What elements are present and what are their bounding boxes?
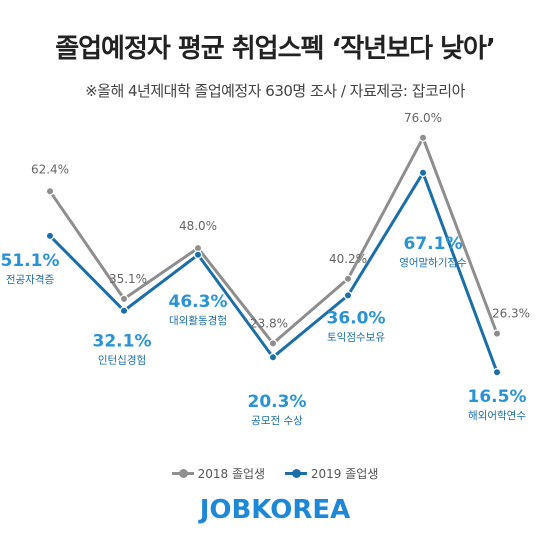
data-point-2019-1 — [45, 231, 55, 241]
data-point-2018-2 — [119, 294, 129, 304]
value-label-2019-3: 46.3% — [169, 292, 228, 312]
legend-item-2018: 2018 졸업생 — [171, 465, 266, 482]
line-chart: 62.4% 35.1% 48.0% 23.8% 40.2% 76.0% 26.3% 51.1%… — [1, 111, 531, 427]
data-point-2019-2 — [119, 306, 129, 315]
data-point-2019-5 — [343, 291, 353, 300]
value-label-2018-5: 40.2% — [329, 252, 367, 266]
data-point-2018-7 — [492, 329, 502, 338]
category-label-7: 해외어학연수 — [468, 409, 526, 422]
data-point-2018-4 — [268, 339, 278, 348]
data-point-2018-5 — [343, 274, 353, 283]
category-label-1: 전공자격증 — [6, 273, 55, 286]
value-label-2018-2: 35.1% — [109, 272, 147, 286]
data-point-2019-7 — [492, 368, 502, 377]
legend-item-2019: 2019 졸업생 — [284, 465, 379, 482]
legend-label-2018: 2018 졸업생 — [197, 467, 266, 481]
value-label-2018-3: 48.0% — [179, 219, 217, 233]
data-point-2019-3 — [193, 250, 203, 259]
data-point-2018-6 — [418, 133, 428, 142]
value-label-2019-2: 32.1% — [93, 332, 152, 352]
category-label-4: 공모전 수상 — [251, 415, 303, 427]
legend-swatch-2019 — [284, 469, 307, 478]
legend-swatch-2018 — [171, 469, 194, 478]
data-point-2019-4 — [268, 353, 278, 362]
data-point-2018-1 — [45, 187, 55, 196]
category-label-5: 토익점수보유 — [327, 331, 385, 343]
category-label-3: 대외활동경험 — [169, 314, 227, 327]
value-label-2018-7: 26.3% — [492, 307, 530, 321]
value-label-2018-1: 62.4% — [31, 162, 69, 176]
value-label-2019-7: 16.5% — [468, 387, 527, 407]
category-label-6: 영어말하기점수 — [399, 256, 467, 269]
value-label-2019-4: 20.3% — [248, 392, 307, 412]
jobkorea-logo: JOBKOREA — [199, 495, 351, 525]
value-label-2019-5: 36.0% — [327, 308, 386, 328]
category-label-2: 인턴십경험 — [98, 354, 146, 367]
chart-title: 졸업예정자 평균 취업스펙 ‘작년보다 낮아’ — [55, 34, 496, 64]
value-label-2018-4: 23.8% — [250, 316, 288, 330]
value-label-2018-6: 76.0% — [404, 111, 442, 125]
chart-subtitle: ※올해 4년제대학 졸업예정자 630명 조사 / 자료제공: 잡코리아 — [85, 82, 465, 100]
legend: 2018 졸업생 2019 졸업생 — [0, 464, 550, 482]
legend-label-2019: 2019 졸업생 — [310, 467, 379, 481]
value-label-2019-6: 67.1% — [404, 234, 463, 254]
value-label-2019-1: 51.1% — [1, 251, 60, 271]
data-point-2019-6 — [418, 168, 428, 177]
